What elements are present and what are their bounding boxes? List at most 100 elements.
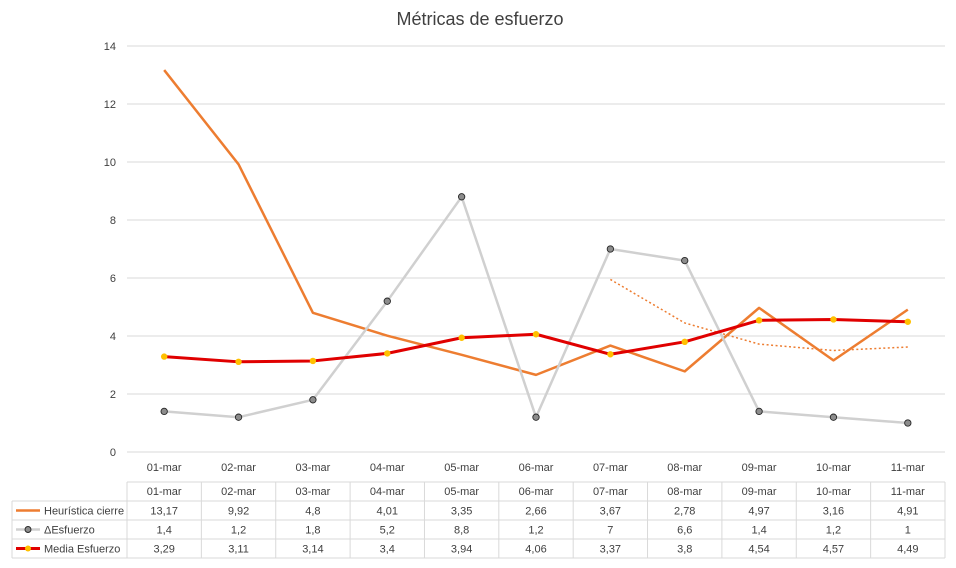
- table-cell: 4,57: [823, 544, 844, 556]
- table-cell: 4,8: [305, 506, 320, 518]
- table-cell: 3,94: [451, 544, 472, 556]
- data-point: [904, 318, 912, 325]
- table-series-name: Heurística cierre: [44, 506, 124, 518]
- table-cell: 2,66: [525, 506, 546, 518]
- table-cell: 3,16: [823, 506, 844, 518]
- x-tick-label: 02-mar: [221, 462, 256, 474]
- data-point: [458, 334, 465, 341]
- x-tick-label: 01-mar: [147, 462, 182, 474]
- x-tick-label: 04-mar: [370, 462, 405, 474]
- x-axis-ticks: 01-mar 02-mar 03-mar 04-mar 05-mar 06-mar 07-m…: [147, 462, 925, 474]
- data-point: [681, 256, 689, 265]
- table-cell: 2,78: [674, 506, 695, 518]
- data-point: [755, 317, 763, 324]
- data-point: [607, 351, 614, 358]
- table-cell: 3,4: [380, 544, 395, 556]
- trendline-layer: [609, 278, 908, 352]
- x-tick-label: 09-mar: [742, 462, 777, 474]
- x-tick-label: 06-mar: [519, 462, 554, 474]
- y-tick-label: 6: [110, 273, 116, 285]
- table-cell: 5,2: [380, 525, 395, 537]
- table-header-cell: 06-mar: [519, 486, 554, 498]
- table-cell: 3,37: [600, 544, 621, 556]
- data-point: [829, 413, 838, 421]
- table-cell: 1,2: [231, 525, 246, 537]
- y-tick-label: 14: [104, 41, 116, 53]
- table-cell: 7: [607, 525, 613, 537]
- x-tick-label: 11-mar: [891, 462, 925, 474]
- data-point: [830, 316, 837, 323]
- table-header-cell: 01-mar: [147, 486, 182, 498]
- series-layer: [160, 69, 912, 427]
- y-tick-label: 10: [104, 157, 116, 169]
- data-point: [234, 413, 243, 421]
- y-tick-label: 2: [110, 389, 116, 401]
- table-cell: 3,8: [677, 544, 692, 556]
- table-cell: 3,35: [451, 506, 472, 518]
- data-table: 01-mar 02-mar 03-mar 04-mar 05-mar 06-mar 07-m…: [11, 481, 946, 559]
- table-cell: 1: [905, 525, 911, 537]
- table-cell: 8,8: [454, 525, 469, 537]
- table-header-cell: 09-mar: [742, 486, 777, 498]
- x-tick-label: 07-mar: [593, 462, 628, 474]
- data-point: [309, 396, 317, 404]
- y-tick-label: 4: [110, 331, 116, 343]
- table-cell: 13,17: [150, 506, 178, 518]
- table-cell: 3,11: [228, 544, 249, 556]
- table-cell: 6,6: [677, 525, 692, 537]
- table-cell: 4,06: [525, 544, 546, 556]
- table-header-cell: 02-mar: [221, 486, 256, 498]
- x-tick-label: 05-mar: [444, 462, 479, 474]
- y-axis-ticks: 0 2 4 6 8 10 12 14: [104, 41, 116, 459]
- legend-key-marker: [24, 526, 32, 533]
- table-header-cell: 03-mar: [295, 486, 330, 498]
- trendline: [609, 278, 908, 352]
- data-point: [606, 245, 615, 253]
- data-point: [681, 338, 688, 345]
- y-tick-label: 0: [110, 447, 116, 459]
- y-tick-label: 8: [110, 215, 116, 227]
- data-point: [235, 358, 242, 366]
- table-cell: 3,67: [600, 506, 621, 518]
- table-cell: 4,49: [897, 544, 918, 556]
- data-point: [160, 353, 168, 360]
- x-tick-label: 03-mar: [295, 462, 330, 474]
- data-point: [755, 407, 763, 416]
- table-cell: 1,4: [157, 525, 172, 537]
- chart-title: Métricas de esfuerzo: [396, 9, 563, 29]
- table-header-cell: 07-mar: [593, 486, 628, 498]
- table-header-cell: 11-mar: [891, 486, 925, 498]
- table-cell: 4,54: [748, 544, 769, 556]
- table-cell: 1,8: [305, 525, 320, 537]
- data-point: [457, 193, 466, 201]
- table-cell: 4,97: [748, 506, 769, 518]
- x-tick-label: 08-mar: [667, 462, 702, 474]
- table-cell: 3,29: [153, 544, 174, 556]
- table-cell: 4,91: [897, 506, 918, 518]
- table-header-cell: 08-mar: [667, 486, 702, 498]
- data-point: [532, 413, 540, 421]
- series-line: [164, 317, 908, 364]
- data-point: [309, 357, 317, 365]
- series-line: [163, 69, 909, 377]
- y-tick-label: 12: [104, 99, 116, 111]
- table-cell: 1,4: [751, 525, 766, 537]
- data-point: [904, 419, 912, 427]
- table-cell: 3,14: [302, 544, 323, 556]
- data-point: [532, 331, 540, 338]
- table-cell: 1,2: [528, 525, 543, 537]
- table-cell: 9,92: [228, 506, 249, 518]
- data-point: [160, 407, 168, 416]
- data-point: [383, 297, 391, 305]
- table-series-name: ΔEsfuerzo: [44, 525, 95, 537]
- table-header-cell: 10-mar: [816, 486, 851, 498]
- legend-key-marker: [25, 545, 31, 552]
- table-cell: 1,2: [826, 525, 841, 537]
- series-line: [164, 195, 908, 425]
- table-series-name: Media Esfuerzo: [44, 544, 120, 556]
- table-cell: 4,01: [377, 506, 398, 518]
- gridlines: [127, 45, 945, 453]
- table-header-cell: 05-mar: [444, 486, 479, 498]
- x-tick-label: 10-mar: [816, 462, 851, 474]
